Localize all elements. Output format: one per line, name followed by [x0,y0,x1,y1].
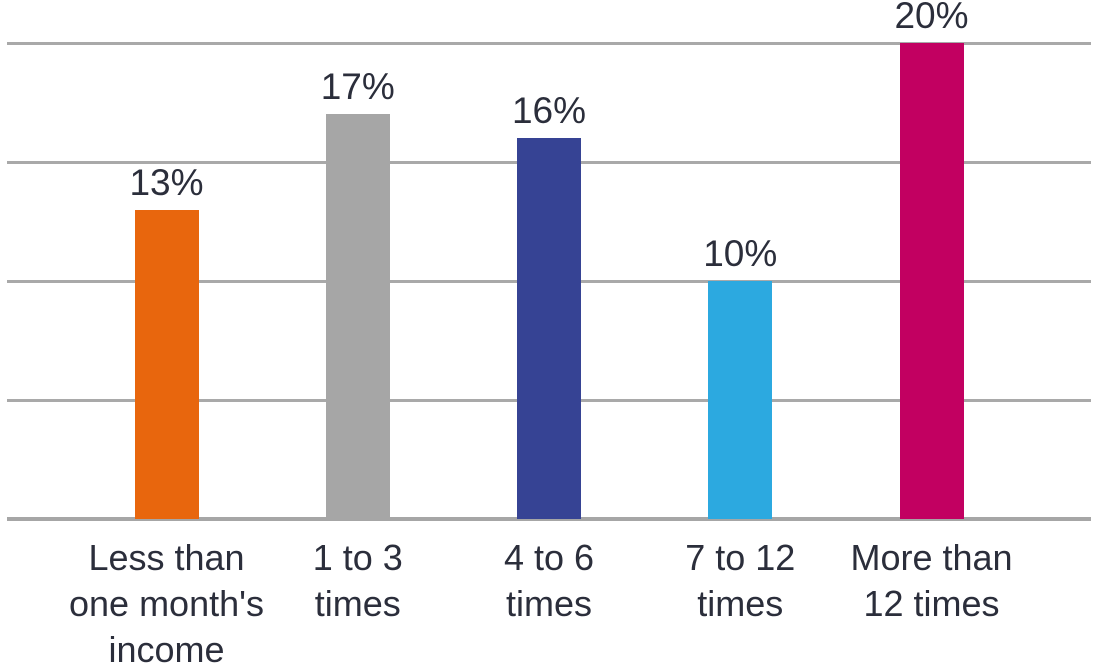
category-label: 1 to 3 times [312,537,403,624]
category-label: 4 to 6 times [503,537,595,624]
bar [517,138,581,519]
bar-value-label: 20% [894,0,969,36]
bar-value-label: 10% [703,233,778,274]
bar-value-label: 17% [320,66,395,108]
bar-value-label: 16% [511,90,587,132]
gridline [7,41,1091,45]
bar [325,114,390,519]
category-label: More than 12 times [850,537,1013,624]
bar [899,43,964,519]
bar-value-label: 13% [129,161,204,203]
category-label: 7 to 12 times [685,537,796,624]
bar [708,281,773,519]
x-axis-line [7,517,1091,521]
bar [134,209,199,519]
category-label: Less than one month's income [69,537,264,664]
